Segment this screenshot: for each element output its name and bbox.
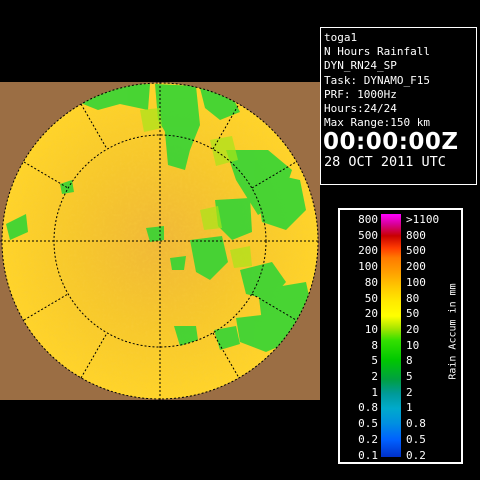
legend-left-label: 8 xyxy=(371,338,378,352)
product-id: DYN_RN24_SP xyxy=(324,59,397,73)
legend-right-label: 100 xyxy=(406,275,426,289)
legend-right-label: 200 xyxy=(406,260,426,274)
legend-right-label: 0.8 xyxy=(406,417,426,431)
legend-left-label: 200 xyxy=(358,244,378,258)
product-name: N Hours Rainfall xyxy=(324,45,430,59)
legend-right-label: 50 xyxy=(406,307,420,321)
legend-left-label: 20 xyxy=(364,307,378,321)
legend-right-label: 80 xyxy=(406,291,420,305)
legend-left-label: 5 xyxy=(371,354,378,368)
max-range-value: Max Range:150 km xyxy=(324,116,430,130)
legend-left-label: 800 xyxy=(358,213,378,226)
legend-right-label: >1100 xyxy=(406,213,440,226)
legend-right-label: 10 xyxy=(406,338,420,352)
legend-right-label: 2 xyxy=(406,385,413,399)
prf-value: PRF: 1000Hz xyxy=(324,87,397,101)
legend-panel: 800 >1100 500 800 200 500 100 200 80 100 50 80 20 50 1… xyxy=(340,210,461,462)
legend-left-label: 0.8 xyxy=(358,401,378,415)
legend-left-label: 0.1 xyxy=(358,448,378,462)
legend-axis-label: Rain Accum in mm xyxy=(447,283,459,380)
radar-info-panel: toga1 N Hours Rainfall DYN_RN24_SP Task:… xyxy=(320,27,477,185)
hours-value: Hours:24/24 xyxy=(324,102,397,116)
color-legend: 800 >1100 500 800 200 500 100 200 80 100 50 80 20 50 1… xyxy=(338,208,463,464)
range-rings xyxy=(0,82,320,400)
moderate-rain-cells xyxy=(140,108,252,268)
legend-left-label: 0.5 xyxy=(358,417,378,431)
legend-right-label: 1 xyxy=(406,401,413,415)
legend-left-label: 80 xyxy=(364,275,378,289)
legend-right-label: 5 xyxy=(406,370,413,383)
legend-left-label: 50 xyxy=(364,291,378,305)
legend-right-label: 0.5 xyxy=(406,432,426,446)
legend-left-label: 500 xyxy=(358,228,378,242)
legend-right-label: 500 xyxy=(406,244,426,258)
timestamp: 00:00:00Z xyxy=(323,129,459,156)
legend-left-label: 10 xyxy=(364,322,378,336)
legend-left-label: 100 xyxy=(358,260,378,274)
legend-right-label: 800 xyxy=(406,228,426,242)
legend-left-label: 0.2 xyxy=(358,432,378,446)
task-name: Task: DYNAMO_F15 xyxy=(324,73,430,87)
legend-left-label: 1 xyxy=(371,385,378,399)
legend-right-label: 8 xyxy=(406,354,413,368)
legend-left-label: 2 xyxy=(371,370,378,383)
legend-right-label: 20 xyxy=(406,322,420,336)
site-name: toga1 xyxy=(324,31,358,44)
legend-colorbar xyxy=(381,214,401,457)
date: 28 OCT 2011 UTC xyxy=(324,154,446,171)
legend-right-label: 0.2 xyxy=(406,448,426,462)
